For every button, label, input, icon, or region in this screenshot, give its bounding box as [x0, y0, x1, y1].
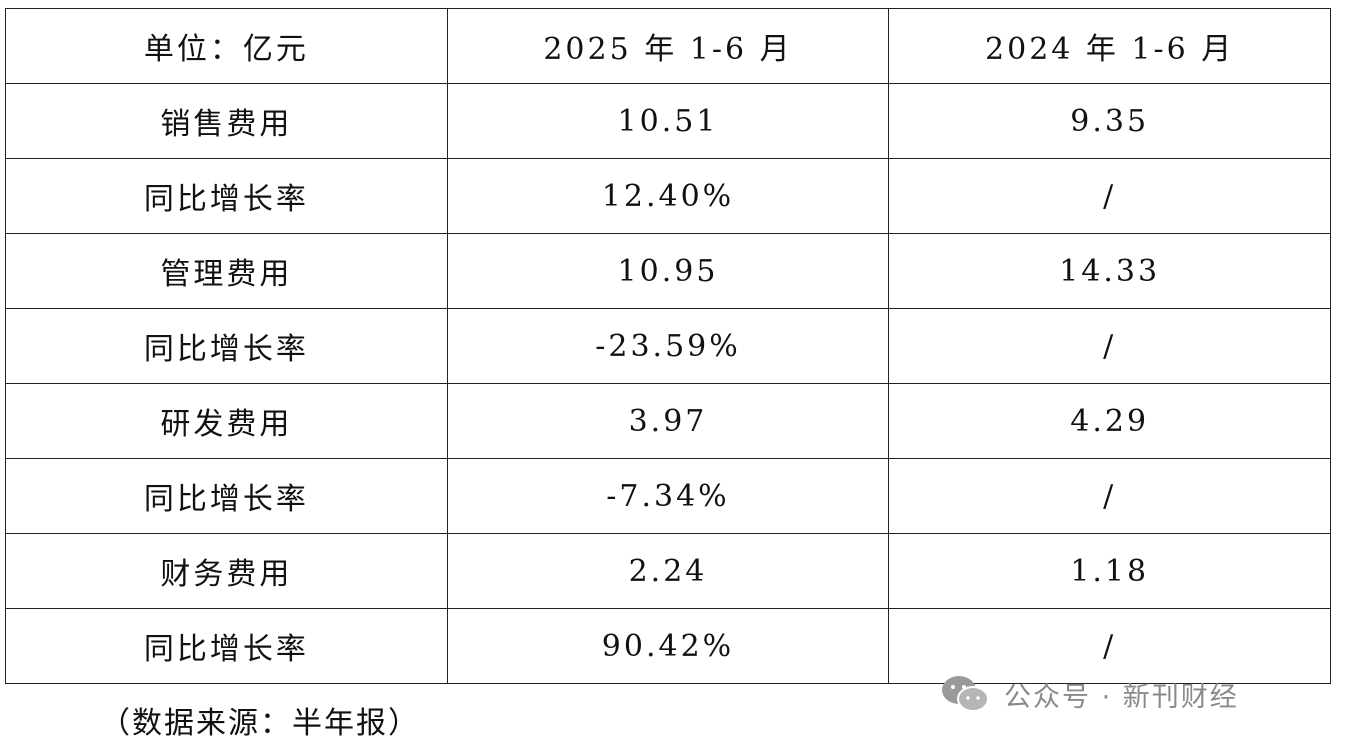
- table-cell: 同比增长率: [5, 308, 448, 384]
- table-cell: -23.59%: [446, 308, 890, 384]
- header-cell: 单位：亿元: [5, 8, 448, 84]
- table-cell: /: [888, 308, 1331, 384]
- table-cell: 2.24: [446, 533, 890, 609]
- table-cell: 14.33: [888, 233, 1331, 309]
- watermark: 公众号 · 新刊财经: [940, 670, 1239, 718]
- table-row: 同比增长率 12.40% /: [5, 158, 1331, 234]
- table-cell: 9.35: [888, 83, 1331, 159]
- table-row: 同比增长率 -23.59% /: [5, 308, 1331, 384]
- table-cell: 10.95: [446, 233, 890, 309]
- table-cell: 销售费用: [5, 83, 448, 159]
- source-note: （数据来源：半年报）: [100, 706, 420, 741]
- table-row: 财务费用 2.24 1.18: [5, 533, 1331, 609]
- table-cell: 同比增长率: [5, 458, 448, 534]
- table-cell: /: [888, 158, 1331, 234]
- table-cell: 1.18: [888, 533, 1331, 609]
- table-cell: 管理费用: [5, 233, 448, 309]
- header-cell: 2025 年 1-6 月: [446, 8, 890, 84]
- header-row: 单位：亿元 2025 年 1-6 月 2024 年 1-6 月: [5, 8, 1331, 84]
- table-row: 销售费用 10.51 9.35: [5, 83, 1331, 159]
- table-row: 同比增长率 90.42% /: [5, 608, 1331, 684]
- table-cell: 同比增长率: [5, 158, 448, 234]
- wechat-icon: [942, 676, 989, 712]
- table-cell: 3.97: [446, 383, 890, 459]
- table-body: 单位：亿元 2025 年 1-6 月 2024 年 1-6 月销售费用 10.51 9.…: [5, 8, 1331, 684]
- table-cell: -7.34%: [446, 458, 890, 534]
- table-row: 管理费用 10.95 14.33: [5, 233, 1331, 309]
- table-cell: 12.40%: [446, 158, 890, 234]
- table-cell: 4.29: [888, 383, 1331, 459]
- table-cell: 研发费用: [5, 383, 448, 459]
- table-cell: 财务费用: [5, 533, 448, 609]
- table-row: 研发费用 3.97 4.29: [5, 383, 1331, 459]
- header-cell: 2024 年 1-6 月: [888, 8, 1331, 84]
- table-cell: 10.51: [446, 83, 890, 159]
- table-cell: /: [888, 608, 1331, 684]
- table-cell: 90.42%: [446, 608, 890, 684]
- watermark-text: 公众号 · 新刊财经: [1004, 681, 1239, 713]
- table-cell: 同比增长率: [5, 608, 448, 684]
- table-cell: /: [888, 458, 1331, 534]
- expense-table: 单位：亿元 2025 年 1-6 月 2024 年 1-6 月销售费用 10.51 9.…: [5, 8, 1331, 684]
- table-row: 同比增长率 -7.34% /: [5, 458, 1331, 534]
